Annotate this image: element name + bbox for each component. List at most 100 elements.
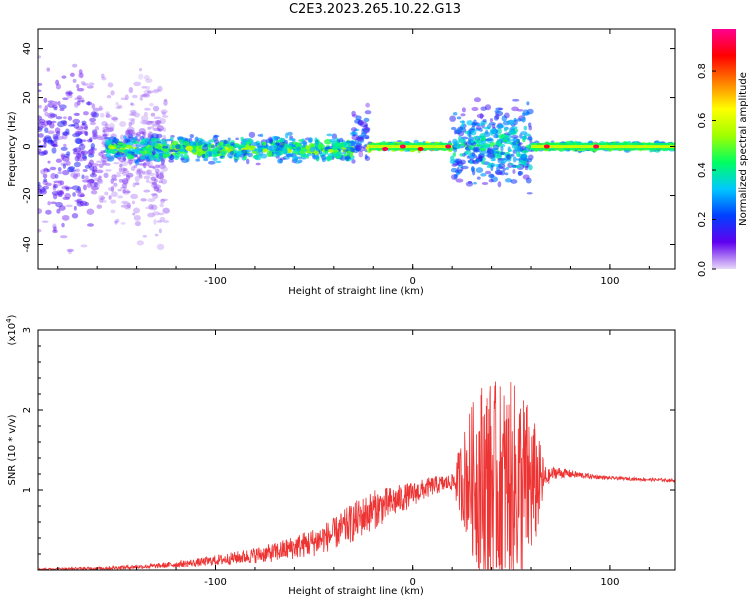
spectrogram-cell <box>100 155 105 162</box>
spectrogram-cell <box>85 101 93 106</box>
spectrogram-cell <box>143 111 148 117</box>
spectrogram-cell <box>122 138 129 144</box>
spectrogram-cell <box>197 140 203 146</box>
spectrogram-cell <box>56 208 61 214</box>
spectrogram-cell <box>57 171 63 175</box>
spectrogram-cell <box>91 169 97 174</box>
spectrogram-cell <box>50 201 57 205</box>
spectrogram-cell <box>518 160 526 166</box>
spectrogram-cell <box>148 204 154 210</box>
spectrogram-cell <box>195 158 200 162</box>
spectrogram-cell <box>504 112 510 119</box>
spectrogram-cell <box>134 153 138 157</box>
spectrogram-cell <box>328 149 334 153</box>
spectrogram-cell <box>57 167 62 172</box>
spectrogram-cell <box>98 151 104 157</box>
spectrogram-cell <box>314 141 319 148</box>
spectrogram-cell <box>146 160 153 167</box>
spectrogram-cell <box>134 182 140 186</box>
spectrogram-cell <box>494 169 502 175</box>
spectrogram-cell <box>38 148 42 154</box>
spectrogram-cell <box>458 138 466 144</box>
spectrogram-cell <box>127 151 134 154</box>
spectrogram-cell <box>102 134 108 138</box>
spectrogram-cell <box>502 167 507 171</box>
spectrogram-cell <box>511 153 515 157</box>
figure-title: C2E3.2023.265.10.22.G13 <box>288 2 462 17</box>
spectrogram-cell <box>503 134 509 141</box>
spectrogram-cell <box>73 97 82 101</box>
spectrogram-cell <box>43 167 49 173</box>
spectrogram-cell <box>339 137 344 143</box>
spectrogram-cell <box>336 142 345 148</box>
spectrogram-cell <box>40 169 45 175</box>
spectrogram-cell <box>86 178 94 184</box>
spectrogram-cell <box>78 143 86 151</box>
spectrogram-cell <box>355 115 362 121</box>
spectrogram-cell <box>365 102 371 108</box>
spectrogram-cell <box>145 153 151 157</box>
spectrogram-cell <box>165 138 172 142</box>
spectrogram-cell <box>132 182 136 188</box>
spectrogram-cell <box>50 140 58 146</box>
snr-y-ticks: 1 2 3 <box>22 327 675 555</box>
spectrogram-cell <box>126 126 135 133</box>
spectrogram-cell <box>147 198 156 202</box>
spectrogram-cell <box>84 175 89 180</box>
spectrogram-cell <box>151 204 158 211</box>
spectrogram-cell <box>153 116 162 120</box>
spectrogram-cell <box>273 144 278 150</box>
spectrogram-cell <box>350 127 357 132</box>
spectrogram-cell <box>68 90 73 97</box>
spectrogram-cell <box>57 190 65 196</box>
spectrogram-cell <box>242 139 247 145</box>
spectrogram-cell <box>495 169 503 176</box>
spectrogram-cell <box>235 137 239 141</box>
spectrogram-cell <box>73 173 78 180</box>
spectrogram-cell <box>213 135 220 138</box>
spectrogram-cell <box>112 117 118 122</box>
colorbar-tick-label: 0.4 <box>697 162 708 178</box>
spectrogram-cell <box>89 117 97 123</box>
spectrogram-cell <box>492 144 500 151</box>
spectrogram-cell <box>52 185 57 191</box>
spectrogram-cell <box>484 170 492 175</box>
spectrogram-cell <box>73 112 80 116</box>
spectrogram-cell <box>38 115 43 121</box>
spectrogram-cell <box>95 182 101 189</box>
spectrogram-cell <box>156 133 163 139</box>
spectrogram-cell <box>100 135 106 142</box>
spectrogram-cell <box>88 82 95 86</box>
spectrogram-cell <box>247 152 253 158</box>
spectrogram-cell <box>95 169 104 174</box>
spectrogram-cell <box>92 133 98 140</box>
spectrogram-cell <box>105 152 112 158</box>
spectrogram-cell <box>131 111 137 116</box>
spectrogram-cell <box>497 181 502 188</box>
spectrogram-cell <box>47 112 56 119</box>
spectrogram-cell <box>493 115 499 121</box>
spectrogram-cell <box>101 76 107 81</box>
spectrogram-cell <box>96 136 105 141</box>
spectrogram-cell <box>152 123 160 127</box>
spectrogram-cell <box>516 138 521 143</box>
spectrogram-cell <box>125 144 133 149</box>
spectrogram-cell <box>354 118 361 124</box>
spectrogram-cell <box>99 197 104 203</box>
spectrogram-cell <box>245 144 250 150</box>
spectrogram-cell <box>153 184 162 190</box>
spectrogram-cell <box>363 127 371 134</box>
spectrogram-cell <box>355 144 363 151</box>
spectrogram-cell <box>128 134 134 139</box>
spectrogram-cell <box>102 160 107 166</box>
spectrogram-cell <box>117 105 123 109</box>
spectrogram-cell <box>158 145 162 151</box>
spectrogram-cell <box>520 131 528 135</box>
spectrogram-cell <box>90 186 99 191</box>
spectrogram-cell <box>117 142 124 145</box>
spectrogram-cell <box>58 104 67 110</box>
spectrogram-cell <box>197 145 203 150</box>
spectrogram-cell <box>77 156 85 162</box>
spectrogram-cell <box>73 205 77 211</box>
spectrogram-cell <box>359 121 368 128</box>
